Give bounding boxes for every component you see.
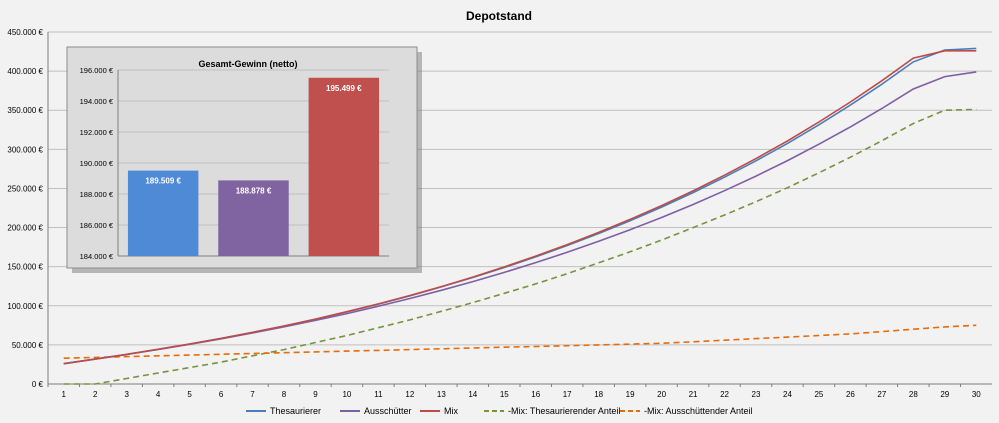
main-x-tick-label: 27 bbox=[877, 390, 886, 399]
main-x-tick-label: 23 bbox=[752, 390, 761, 399]
inset-value-label: 189.509 € bbox=[145, 177, 181, 186]
main-x-tick-label: 5 bbox=[187, 390, 192, 399]
main-y-tick-label: 400.000 € bbox=[7, 67, 43, 76]
main-x-tick-label: 16 bbox=[531, 390, 540, 399]
main-y-tick-label: 0 € bbox=[32, 380, 44, 389]
inset-value-label: 188.878 € bbox=[236, 186, 272, 195]
legend: Thesaurierer Ausschütter Mix -Mix: Thesauri… bbox=[246, 406, 753, 416]
main-x-tick-label: 1 bbox=[62, 390, 67, 399]
inset-y-tick-label: 186.000 € bbox=[80, 221, 114, 230]
main-x-tick-label: 26 bbox=[846, 390, 855, 399]
inset-title: Gesamt-Gewinn (netto) bbox=[198, 59, 297, 69]
inset-value-label: 195.499 € bbox=[326, 84, 362, 93]
main-x-tick-label: 12 bbox=[405, 390, 414, 399]
series-line-3 bbox=[63, 108, 977, 385]
main-y-tick-label: 200.000 € bbox=[7, 224, 43, 233]
series-line-4 bbox=[63, 324, 977, 359]
legend-label: Thesaurierer bbox=[270, 406, 321, 416]
series-line-2 bbox=[63, 50, 977, 365]
main-x-tick-label: 9 bbox=[313, 390, 318, 399]
main-y-tick-label: 150.000 € bbox=[7, 263, 43, 272]
main-y-tick-label: 100.000 € bbox=[7, 302, 43, 311]
main-x-tick-label: 7 bbox=[250, 390, 255, 399]
main-x-tick-label: 22 bbox=[720, 390, 729, 399]
legend-label: -Mix: Ausschüttender Anteil bbox=[644, 406, 753, 416]
main-x-tick-label: 3 bbox=[124, 390, 129, 399]
inset-value-labels: 189.509 € 188.878 € 195.499 € bbox=[145, 84, 362, 196]
inset-bar-chart: Gesamt-Gewinn (netto) 184.000 € 186.000 €… bbox=[66, 46, 422, 273]
main-y-tick-label: 350.000 € bbox=[7, 106, 43, 115]
main-x-tick-label: 19 bbox=[626, 390, 635, 399]
main-x-tick-label: 15 bbox=[500, 390, 509, 399]
legend-label: Mix bbox=[444, 406, 458, 416]
inset-y-tick-label: 190.000 € bbox=[80, 159, 114, 168]
main-x-tick-label: 4 bbox=[156, 390, 161, 399]
inset-y-tick-labels: 184.000 € 186.000 € 188.000 € 190.000 € 192.… bbox=[80, 66, 114, 261]
main-y-tick-label: 250.000 € bbox=[7, 184, 43, 193]
legend-label: -Mix: Thesaurierender Anteil bbox=[508, 406, 620, 416]
chart-title: Depotstand bbox=[466, 9, 532, 23]
main-x-tick-label: 17 bbox=[563, 390, 572, 399]
inset-y-tick-label: 196.000 € bbox=[80, 66, 114, 75]
main-series-lines bbox=[63, 47, 977, 385]
main-x-tick-label: 25 bbox=[814, 390, 823, 399]
main-y-tick-labels: 0 € 50.000 € 100.000 € 150.000 € 200.000 € 25… bbox=[7, 28, 43, 389]
inset-bar-2 bbox=[308, 77, 380, 256]
main-x-tick-label: 11 bbox=[374, 390, 383, 399]
main-y-tick-label: 300.000 € bbox=[7, 145, 43, 154]
inset-y-tick-label: 192.000 € bbox=[80, 128, 114, 137]
inset-bar-1 bbox=[218, 180, 289, 256]
legend-label: Ausschütter bbox=[364, 406, 412, 416]
main-x-tick-label: 2 bbox=[93, 390, 98, 399]
main-x-tick-label: 30 bbox=[972, 390, 981, 399]
inset-y-tick-label: 184.000 € bbox=[80, 252, 114, 261]
main-x-tick-label: 29 bbox=[940, 390, 949, 399]
main-x-tick-labels: 1 2 3 4 5 6 7 8 9 10 11 12 13 14 15 16 17 18 19 20 21 22 23 24 2… bbox=[47, 384, 981, 399]
main-x-tick-label: 10 bbox=[342, 390, 351, 399]
inset-y-tick-label: 188.000 € bbox=[80, 190, 114, 199]
main-x-tick-label: 20 bbox=[657, 390, 666, 399]
main-x-tick-label: 21 bbox=[689, 390, 698, 399]
main-x-tick-label: 28 bbox=[909, 390, 918, 399]
main-x-tick-label: 6 bbox=[219, 390, 224, 399]
inset-bar-0 bbox=[127, 170, 199, 256]
main-x-tick-label: 14 bbox=[468, 390, 477, 399]
main-x-tick-label: 24 bbox=[783, 390, 792, 399]
main-x-tick-label: 8 bbox=[282, 390, 287, 399]
main-y-tick-label: 50.000 € bbox=[12, 341, 44, 350]
main-x-tick-label: 13 bbox=[437, 390, 446, 399]
inset-bars bbox=[127, 77, 380, 256]
main-y-tick-label: 450.000 € bbox=[7, 28, 43, 37]
main-x-tick-label: 18 bbox=[594, 390, 603, 399]
inset-y-tick-label: 194.000 € bbox=[80, 97, 114, 106]
